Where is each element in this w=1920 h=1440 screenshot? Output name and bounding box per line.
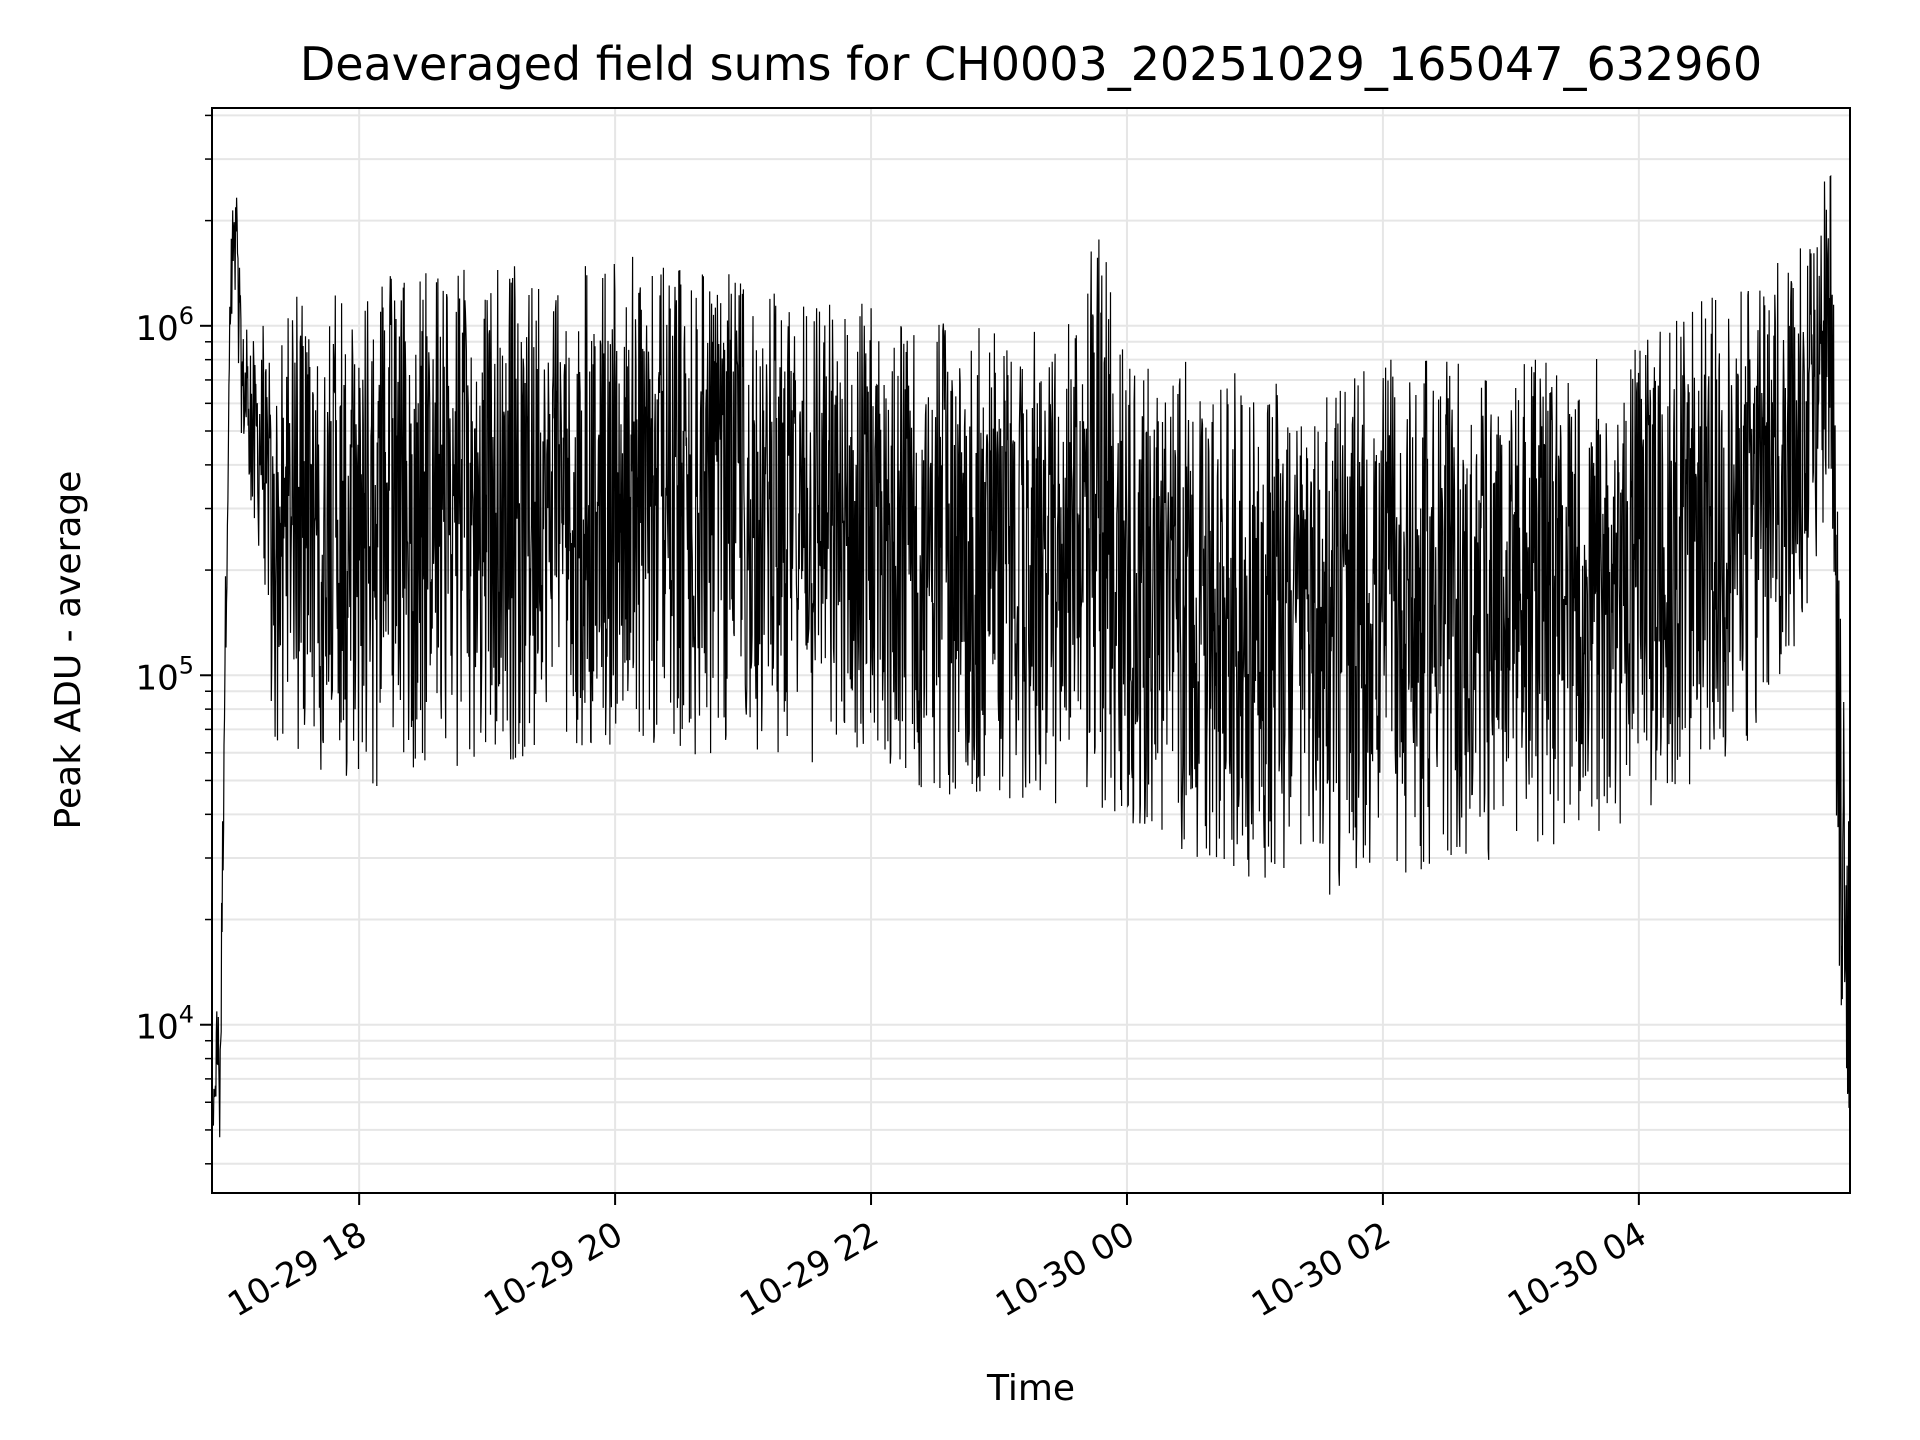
y-tick-label: 106 — [135, 302, 194, 349]
y-tick-base: 10 — [135, 658, 178, 698]
y-axis-label: Peak ADU - average — [48, 471, 89, 830]
series — [211, 174, 1851, 1140]
plot-frame — [211, 107, 1851, 1194]
y-tick-base: 10 — [135, 1008, 178, 1048]
y-tick-label: 105 — [135, 651, 194, 698]
y-tick-label: 104 — [135, 1001, 194, 1048]
y-tick-exponent: 4 — [179, 1001, 194, 1029]
y-tick-exponent: 6 — [179, 302, 194, 330]
chart-title: Deaveraged field sums for CH0003_2025102… — [300, 37, 1762, 91]
y-tick-base: 10 — [135, 309, 178, 349]
y-tick-exponent: 5 — [179, 651, 194, 679]
series-line — [211, 174, 1851, 1140]
x-axis-label: Time — [986, 1368, 1075, 1409]
